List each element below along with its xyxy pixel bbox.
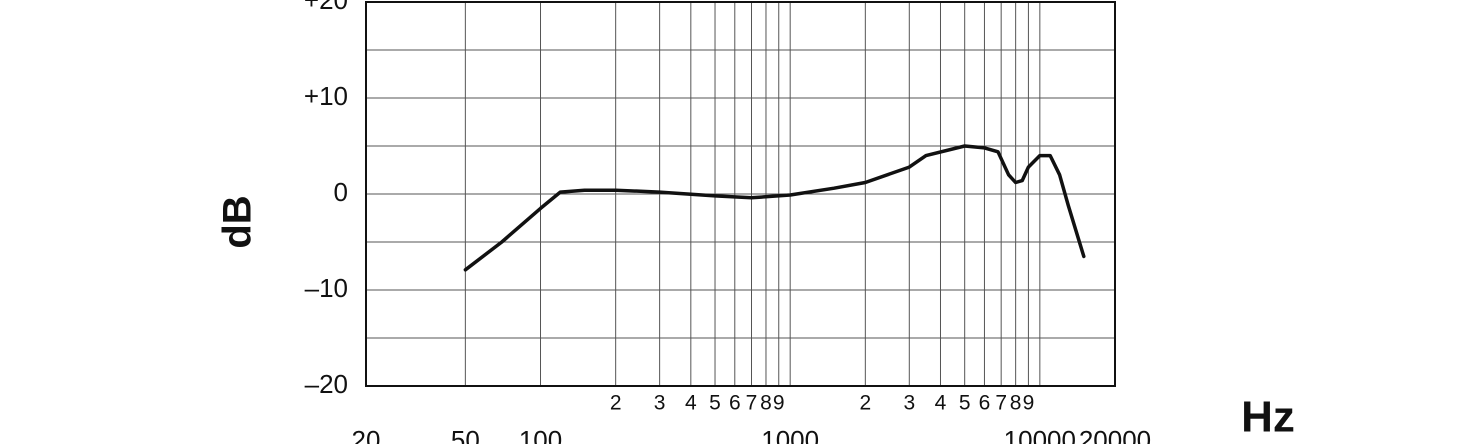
x-tick-label: 8 <box>760 392 772 415</box>
x-tick-label: 6 <box>979 392 991 415</box>
x-tick-label: 2 <box>859 392 871 415</box>
x-axis-label: Hz <box>1241 393 1295 442</box>
x-tick-label: 9 <box>773 392 785 415</box>
x-tick-label: 3 <box>654 392 666 415</box>
y-tick-label: 0 <box>334 177 348 207</box>
x-tick-label: 5 <box>959 392 971 415</box>
x-tick-label: 10000 <box>1004 425 1076 444</box>
x-tick-label: 5 <box>709 392 721 415</box>
x-tick-label: 8 <box>1010 392 1022 415</box>
x-tick-label: 20000 <box>1079 425 1151 444</box>
y-tick-label: +10 <box>304 81 348 111</box>
x-tick-label: 50 <box>451 425 480 444</box>
x-tick-label: 3 <box>903 392 915 415</box>
plot-frame <box>365 1 1116 387</box>
x-tick-label: 2 <box>610 392 622 415</box>
y-tick-label: +20 <box>304 0 348 15</box>
x-tick-label: 7 <box>746 392 758 415</box>
y-tick-label: –20 <box>305 369 348 399</box>
x-tick-label: 4 <box>935 392 947 415</box>
x-tick-label: 6 <box>729 392 741 415</box>
y-tick-label: –10 <box>305 273 348 303</box>
response-curve <box>463 144 1086 272</box>
x-tick-label: 7 <box>995 392 1007 415</box>
x-tick-label: 100 <box>519 425 562 444</box>
x-tick-label: 9 <box>1023 392 1035 415</box>
x-tick-label: 1000 <box>761 425 819 444</box>
y-axis-label: dB <box>216 195 260 248</box>
x-tick-label: 20 <box>352 425 381 444</box>
x-tick-label: 4 <box>685 392 697 415</box>
